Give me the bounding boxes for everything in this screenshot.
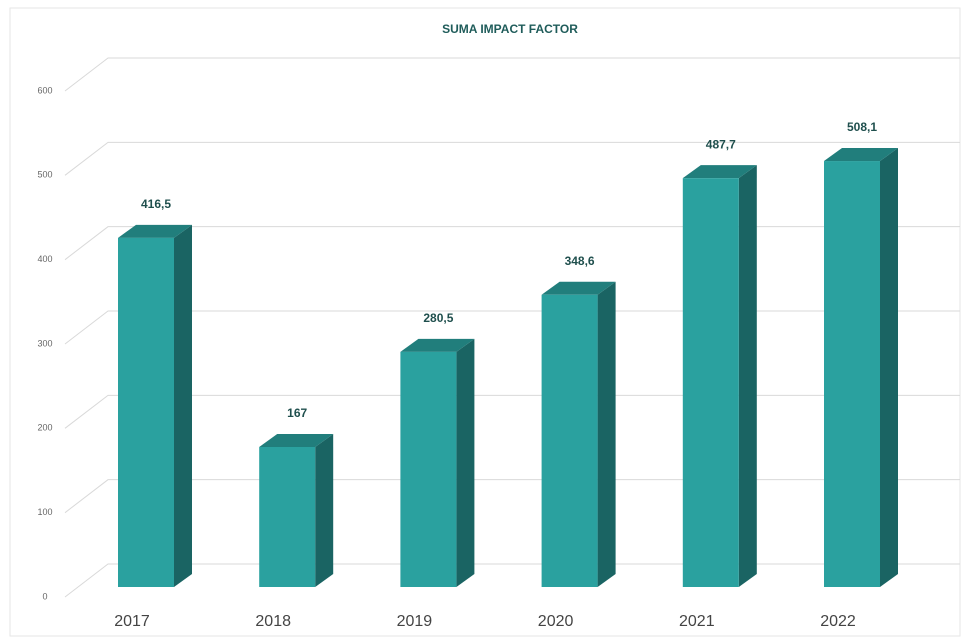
value-label: 416,5 <box>141 197 171 211</box>
x-tick-label: 2021 <box>679 613 715 630</box>
bar-side <box>315 433 334 587</box>
bar-top <box>118 224 192 238</box>
bar-side <box>597 281 616 587</box>
bar-top <box>259 433 334 447</box>
x-tick-label: 2019 <box>397 613 433 630</box>
value-label: 167 <box>287 406 307 420</box>
grid-line <box>64 226 960 261</box>
y-tick-label: 0 <box>42 591 47 601</box>
bar-side <box>174 224 192 587</box>
bar-side <box>738 165 757 587</box>
bar <box>118 237 174 587</box>
value-label: 348,6 <box>565 254 595 268</box>
y-tick-label: 400 <box>37 254 52 264</box>
bar-top <box>400 338 475 352</box>
x-tick-label: 2017 <box>114 613 150 630</box>
grid-line <box>64 563 960 598</box>
x-tick-label: 2018 <box>255 613 291 630</box>
bar-side <box>456 338 475 587</box>
bar-side <box>880 148 898 587</box>
grid-line <box>64 394 960 429</box>
grid-line <box>64 141 960 176</box>
bar-top <box>682 165 757 179</box>
value-label: 280,5 <box>423 311 453 325</box>
grid-line <box>64 479 960 514</box>
bar <box>400 351 457 587</box>
grid-line <box>64 57 960 92</box>
chart-title: SUMA IMPACT FACTOR <box>442 22 578 36</box>
x-tick-label: 2022 <box>820 613 856 630</box>
bar <box>259 446 316 587</box>
y-tick-label: 200 <box>37 423 52 433</box>
value-label: 487,7 <box>706 137 736 151</box>
y-tick-label: 100 <box>37 507 52 517</box>
bar-top <box>824 148 898 162</box>
bar <box>824 161 880 587</box>
value-label: 508,1 <box>847 120 877 134</box>
bar <box>541 294 598 587</box>
y-tick-label: 500 <box>37 170 52 180</box>
y-tick-label: 600 <box>37 85 52 95</box>
bar-top <box>541 281 616 295</box>
y-tick-label: 300 <box>37 338 52 348</box>
x-tick-label: 2020 <box>538 613 574 630</box>
bar <box>682 178 739 587</box>
grid-line <box>64 310 960 345</box>
